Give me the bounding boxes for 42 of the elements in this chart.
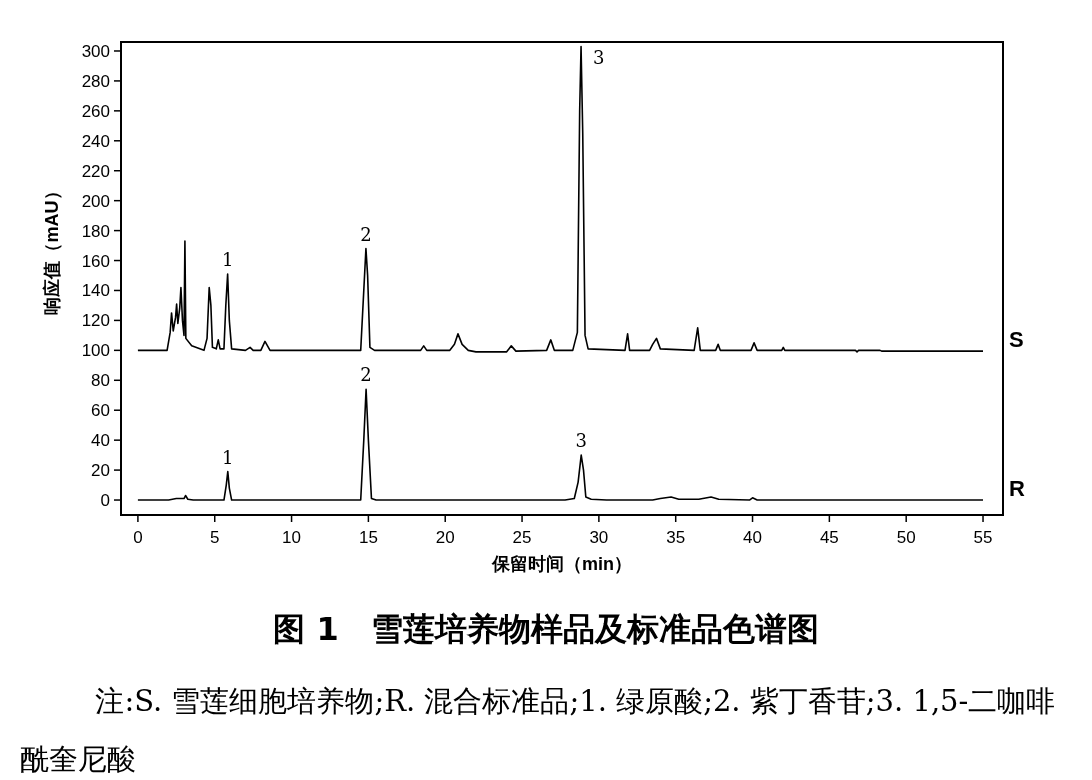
y-tick-label: 80 (91, 371, 110, 391)
y-tick-label: 20 (91, 461, 110, 481)
line-series (137, 45, 984, 353)
y-tick-label: 240 (81, 131, 110, 151)
annotation: 3 (593, 47, 605, 69)
x-tick-label: 15 (358, 528, 378, 547)
y-tick-label: 160 (81, 251, 110, 271)
text: 图 1 雪莲培养物样品及标准品色谱图 (272, 609, 820, 650)
y-tick-label: 260 (81, 101, 110, 121)
line-series (137, 388, 984, 501)
annotation: 3 (575, 430, 587, 452)
x-tick-label: 40 (743, 528, 762, 547)
y-tick-label: 0 (100, 491, 110, 511)
y-tick-label: 60 (91, 401, 110, 421)
y-axis-title: 响应值（mAU） (42, 182, 62, 315)
x-tick-label: 50 (896, 528, 916, 547)
y-tick-label: 40 (91, 431, 110, 451)
x-tick-label: 35 (666, 528, 686, 547)
y-tick-label: 280 (81, 71, 110, 91)
annotation: 2 (360, 364, 372, 386)
y-tick-label: 120 (81, 311, 110, 331)
series-label: S (1009, 327, 1024, 353)
x-axis-title: 保留时间（min） (490, 554, 633, 574)
annotation: 1 (221, 249, 234, 271)
text: 注:S. 雪莲细胞培养物;R. 混合标准品;1. 绿原酸;2. 紫丁香苷;3. 1,5-二咖啡酰奎尼酸 (20, 683, 1057, 778)
x-tick-label: 0 (133, 528, 143, 547)
x-tick-label: 45 (819, 528, 839, 547)
x-tick-label: 5 (210, 528, 220, 547)
x-tick-label: 10 (282, 528, 302, 547)
y-tick-label: 200 (81, 191, 110, 211)
annotation: 2 (360, 223, 372, 245)
x-tick-label: 20 (435, 528, 455, 547)
y-tick-label: 300 (81, 41, 110, 61)
y-tick-label: 220 (81, 161, 110, 181)
y-tick-label: 180 (81, 221, 110, 241)
x-tick-label: 25 (512, 528, 532, 547)
x-tick-label: 55 (973, 528, 993, 547)
x-tick-label: 30 (589, 528, 609, 547)
y-tick-label: 140 (81, 281, 110, 301)
annotation: 1 (222, 446, 234, 468)
series-label: R (1009, 476, 1025, 502)
y-tick-label: 100 (81, 341, 110, 361)
